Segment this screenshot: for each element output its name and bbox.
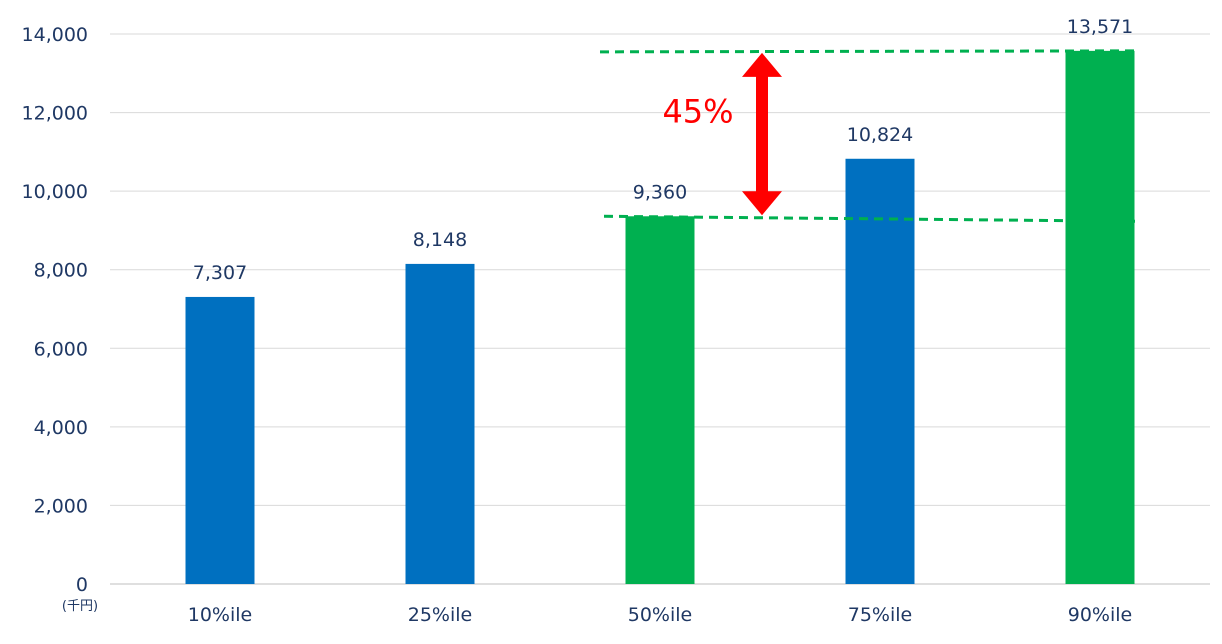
x-axis: 10%ile 25%ile 50%ile 75%ile 90%ile	[188, 604, 1132, 626]
y-tick-label: 0	[76, 574, 88, 596]
data-label: 9,360	[633, 181, 687, 203]
bar-50%ile	[625, 216, 695, 585]
x-category-label: 50%ile	[628, 604, 692, 626]
y-unit-label: (千円)	[62, 599, 98, 614]
data-label: 13,571	[1067, 16, 1133, 38]
upper-dashed-line	[599, 49, 1136, 54]
y-tick-label: 10,000	[22, 181, 88, 203]
y-tick-label: 2,000	[34, 495, 88, 517]
data-label: 10,824	[847, 124, 913, 146]
data-label: 8,148	[413, 229, 467, 251]
y-tick-label: 14,000	[22, 24, 88, 46]
y-tick-label: 6,000	[34, 338, 88, 360]
bar-90%ile	[1065, 50, 1135, 584]
data-labels: 7,307 8,148 9,360 10,824 13,571	[193, 16, 1133, 284]
y-tick-label: 8,000	[34, 260, 88, 282]
bars	[185, 50, 1135, 585]
bar-75%ile	[845, 158, 915, 584]
bar-10%ile	[185, 296, 255, 584]
lower-dashed-line	[603, 214, 1136, 223]
x-category-label: 75%ile	[848, 604, 912, 626]
x-category-label: 25%ile	[408, 604, 472, 626]
y-tick-label: 12,000	[22, 103, 88, 125]
y-tick-label: 4,000	[34, 417, 88, 439]
y-axis: 0 2,000 4,000 6,000 8,000 10,000 12,000 14,000 (…	[22, 24, 99, 614]
x-category-label: 10%ile	[188, 604, 252, 626]
data-label: 7,307	[193, 262, 247, 284]
x-category-label: 90%ile	[1068, 604, 1132, 626]
difference-annotation: 45%	[599, 49, 1136, 223]
percentage-label: 45%	[662, 93, 733, 131]
double-arrow-icon	[742, 52, 782, 216]
bar-25%ile	[405, 263, 475, 584]
